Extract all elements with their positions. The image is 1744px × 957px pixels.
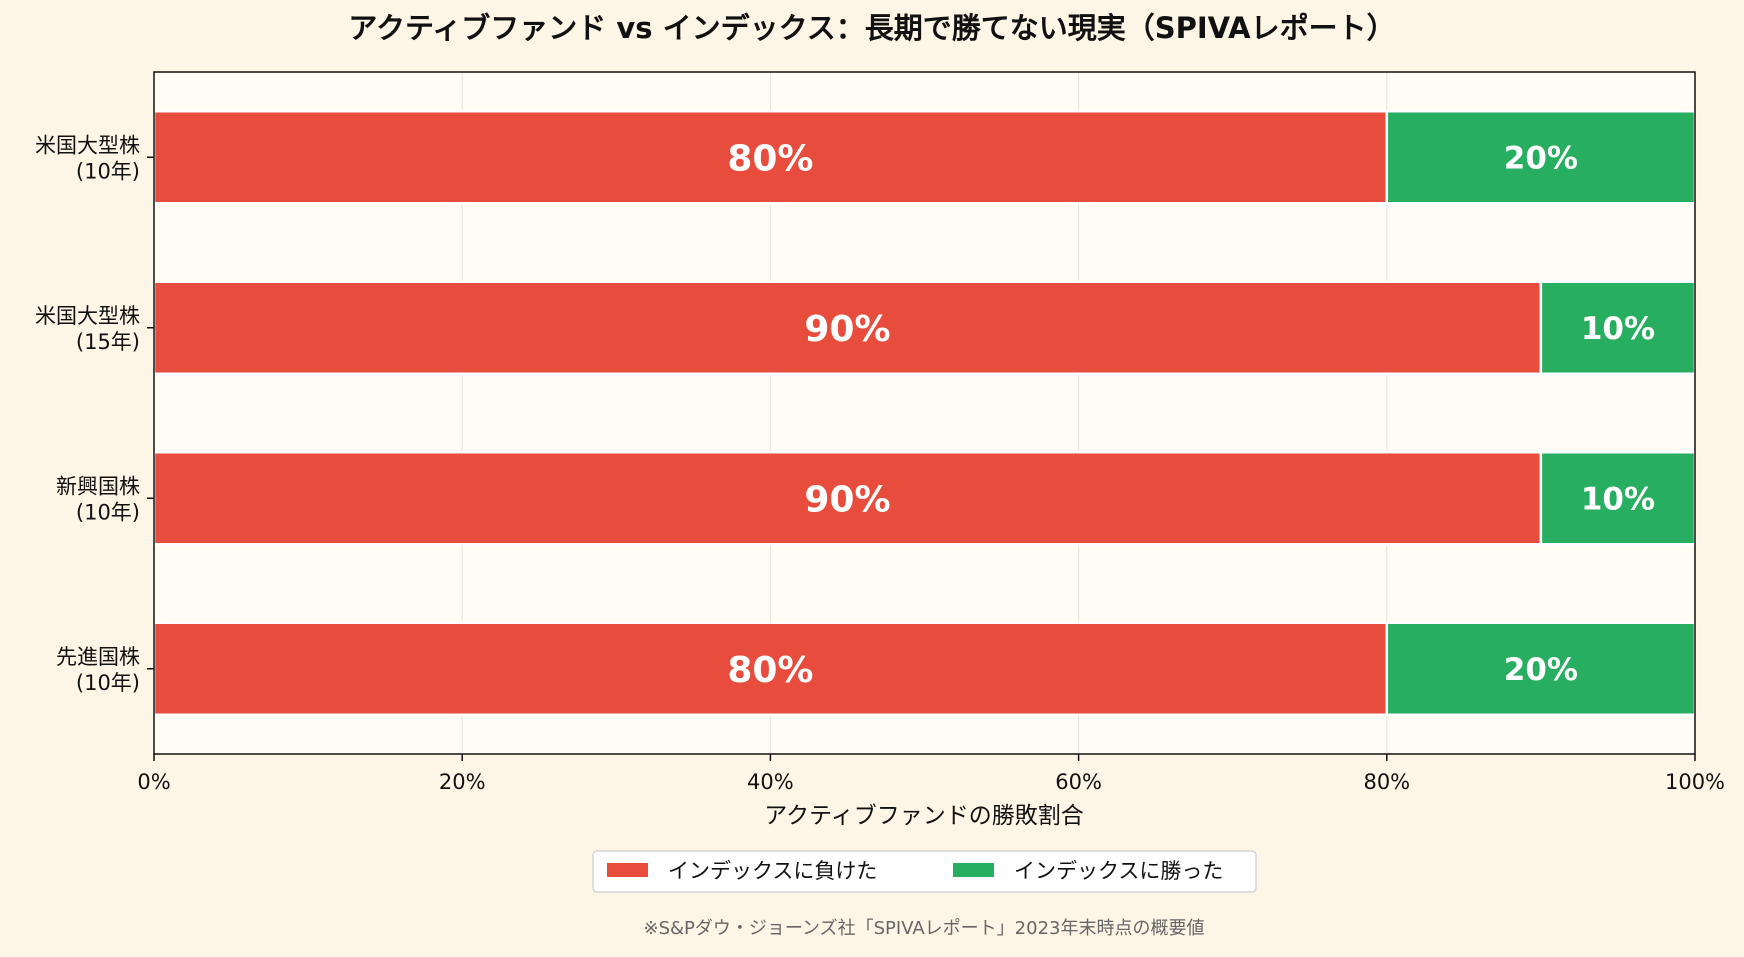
y-tick-label-line: (10年) bbox=[76, 671, 140, 695]
y-tick-label-line: (10年) bbox=[76, 159, 140, 183]
chart-title: アクティブファンド vs インデックス：長期で勝てない現実（SPIVAレポート） bbox=[348, 11, 1395, 45]
x-tick-label: 60% bbox=[1055, 770, 1102, 794]
y-tick-label-line: 米国大型株 bbox=[35, 133, 140, 157]
y-tick-label: 米国大型株(10年) bbox=[35, 133, 140, 183]
x-tick-label: 40% bbox=[747, 770, 794, 794]
bar-won bbox=[1539, 451, 1697, 546]
y-tick-label: 先進国株(10年) bbox=[56, 645, 140, 695]
data-label-lost: 90% bbox=[804, 309, 890, 350]
data-labels: 80% 20% 90% 10% 90% 10% 80% 20% bbox=[727, 138, 1655, 691]
x-tick-label: 0% bbox=[137, 770, 170, 794]
x-tick-label: 20% bbox=[439, 770, 486, 794]
legend-box bbox=[592, 850, 1257, 893]
data-label-won: 20% bbox=[1504, 140, 1578, 176]
data-label-lost: 80% bbox=[727, 138, 813, 179]
data-label-won: 10% bbox=[1581, 481, 1655, 517]
y-tick-label: 新興国株(10年) bbox=[56, 474, 140, 524]
data-label-won: 20% bbox=[1504, 652, 1578, 688]
x-axis-label: アクティブファンドの勝敗割合 bbox=[764, 803, 1083, 829]
bar-lost bbox=[152, 621, 1389, 716]
bar-won bbox=[1385, 110, 1697, 205]
bars bbox=[152, 110, 1697, 716]
bar-won bbox=[1385, 621, 1697, 716]
x-axis: 0% 20% 40% 60% 80% 100% bbox=[137, 754, 1725, 794]
y-tick-label-line: 新興国株 bbox=[56, 474, 140, 498]
y-tick-label: 米国大型株(15年) bbox=[35, 304, 140, 354]
legend-swatch-won bbox=[953, 863, 994, 877]
data-label-lost: 90% bbox=[804, 479, 890, 520]
y-tick-label-line: 米国大型株 bbox=[35, 304, 140, 328]
bar-won bbox=[1539, 280, 1697, 375]
y-tick-label-line: (15年) bbox=[76, 330, 140, 354]
y-tick-label-line: (10年) bbox=[76, 500, 140, 524]
footnote: ※S&Pダウ・ジョーンズ社「SPIVAレポート」2023年末時点の概要値 bbox=[643, 918, 1204, 939]
plot-frame bbox=[153, 71, 1696, 755]
legend-swatch-lost bbox=[607, 863, 648, 877]
legend-label-won: インデックスに勝った bbox=[1014, 859, 1223, 883]
legend-label-lost: インデックスに負けた bbox=[668, 859, 877, 883]
data-label-lost: 80% bbox=[727, 650, 813, 691]
y-axis: 米国大型株(10年)米国大型株(15年)新興国株(10年)先進国株(10年) bbox=[35, 133, 154, 695]
x-tick-label: 100% bbox=[1665, 770, 1725, 794]
legend: インデックスに負けた インデックスに勝った bbox=[592, 850, 1257, 893]
data-label-won: 10% bbox=[1581, 311, 1655, 347]
y-tick-label-line: 先進国株 bbox=[56, 645, 140, 669]
x-tick-label: 80% bbox=[1363, 770, 1410, 794]
